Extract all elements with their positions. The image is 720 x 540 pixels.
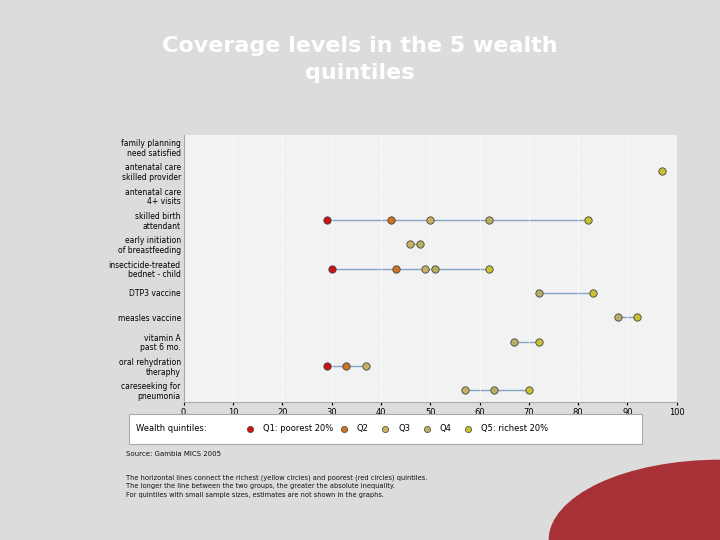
Point bbox=[390, 264, 402, 273]
Point bbox=[415, 240, 426, 248]
Point bbox=[582, 215, 594, 225]
Point bbox=[484, 264, 495, 273]
Point bbox=[338, 424, 349, 433]
Text: Wealth quintiles:: Wealth quintiles: bbox=[136, 424, 207, 433]
Point bbox=[588, 288, 599, 297]
Point bbox=[379, 424, 391, 433]
Text: Q2: Q2 bbox=[356, 424, 369, 433]
Text: Q1: poorest 20%: Q1: poorest 20% bbox=[264, 424, 333, 433]
Point bbox=[420, 264, 431, 273]
Point bbox=[405, 240, 416, 248]
Point bbox=[631, 313, 643, 321]
Point bbox=[523, 386, 534, 394]
Text: The horizontal lines connect the richest (yellow circles) and poorest (red circl: The horizontal lines connect the richest… bbox=[126, 474, 428, 498]
Point bbox=[245, 424, 256, 433]
Text: Source: Gambia MICS 2005: Source: Gambia MICS 2005 bbox=[126, 451, 221, 457]
Text: Q3: Q3 bbox=[398, 424, 410, 433]
FancyBboxPatch shape bbox=[129, 414, 642, 444]
Text: Q4: Q4 bbox=[440, 424, 451, 433]
Point bbox=[484, 215, 495, 225]
Point bbox=[421, 424, 433, 433]
Point bbox=[533, 288, 544, 297]
X-axis label: Coverage (%): Coverage (%) bbox=[392, 422, 469, 433]
Point bbox=[425, 215, 436, 225]
Point bbox=[341, 362, 352, 370]
Point bbox=[489, 386, 500, 394]
Point bbox=[321, 362, 333, 370]
Text: Q5: richest 20%: Q5: richest 20% bbox=[481, 424, 548, 433]
Text: Coverage levels in the 5 wealth
quintiles: Coverage levels in the 5 wealth quintile… bbox=[162, 36, 558, 83]
Point bbox=[325, 264, 337, 273]
Point bbox=[656, 167, 667, 176]
Point bbox=[508, 337, 520, 346]
Point bbox=[429, 264, 441, 273]
Point bbox=[459, 386, 470, 394]
Point bbox=[533, 337, 544, 346]
Point bbox=[360, 362, 372, 370]
Point bbox=[612, 313, 624, 321]
Wedge shape bbox=[549, 460, 720, 540]
Point bbox=[385, 215, 397, 225]
Point bbox=[321, 215, 333, 225]
Point bbox=[462, 424, 474, 433]
